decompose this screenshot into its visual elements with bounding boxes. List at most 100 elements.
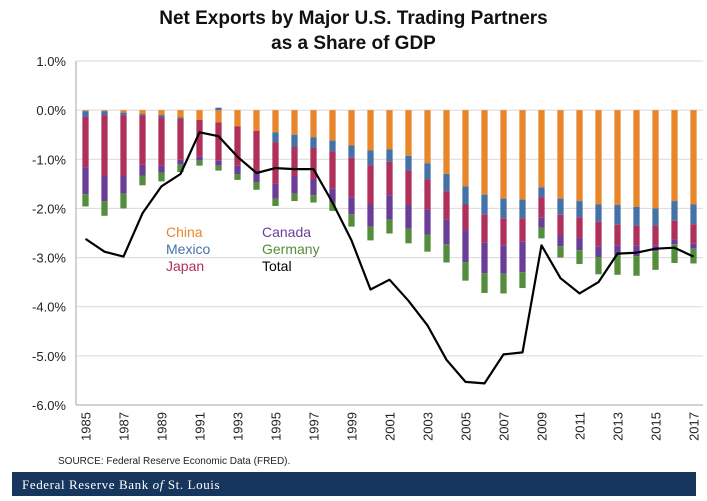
bar-germany-1988 (139, 175, 146, 186)
bar-germany-1996 (291, 193, 298, 202)
bar-japan-2009 (538, 197, 545, 218)
bar-china-2004 (443, 110, 450, 175)
bar-germany-1992 (215, 165, 222, 171)
x-tick-label-1999: 1999 (345, 412, 360, 441)
bar-germany-1990 (177, 164, 184, 173)
bar-japan-2016 (671, 220, 678, 240)
bar-japan-2002 (405, 170, 412, 205)
bar-mexico-1997 (310, 137, 317, 148)
bar-germany-1985 (82, 194, 89, 207)
bar-mexico-2004 (443, 174, 450, 192)
bar-mexico-1998 (329, 140, 336, 152)
bar-germany-1986 (101, 201, 108, 216)
x-tick-label-2013: 2013 (611, 412, 626, 441)
y-axis-tick-labels: 1.0% 0.0% -1.0% -2.0% -3.0% -4.0% -5.0% -6.0% (32, 54, 66, 413)
bar-canada-1988 (139, 164, 146, 176)
bar-mexico-2006 (481, 194, 488, 215)
bar-mexico-1985 (82, 111, 89, 118)
bar-japan-2004 (443, 191, 450, 220)
bar-mexico-2002 (405, 155, 412, 171)
bar-mexico-2012 (595, 204, 602, 222)
x-tick-label-1995: 1995 (269, 412, 284, 441)
bar-china-2006 (481, 110, 488, 195)
x-tick-label-2011: 2011 (573, 412, 588, 440)
bar-germany-1993 (234, 174, 241, 180)
chart-title-line-2: as a Share of GDP (271, 33, 436, 54)
legend-mexico: Mexico (166, 241, 211, 257)
y-tick-label-4: -3.0% (32, 251, 66, 266)
bar-canada-2007 (500, 245, 507, 274)
footer-text-of: of (152, 477, 164, 492)
x-axis-tick-labels: 1985 1987 1989 1991 1993 1995 1997 1999 2001 2003… (79, 412, 702, 441)
bar-japan-1992 (215, 122, 222, 161)
axes (75, 61, 703, 406)
bar-china-2017 (690, 110, 697, 205)
bar-china-1991 (196, 110, 203, 120)
bar-mexico-2007 (500, 198, 507, 219)
bar-japan-2005 (462, 204, 469, 231)
bar-canada-2003 (424, 209, 431, 235)
x-tick-label-2017: 2017 (687, 412, 702, 441)
x-tick-label-1985: 1985 (79, 412, 94, 441)
bar-mexico-2001 (386, 149, 393, 162)
x-tick-label-1991: 1991 (193, 412, 208, 441)
bar-canada-2000 (367, 204, 374, 227)
bar-germany-2012 (595, 257, 602, 275)
bar-mexico-1989 (158, 115, 165, 118)
bar-mexico-2013 (614, 204, 621, 225)
y-tick-label-1: 0.0% (36, 103, 66, 118)
bar-japan-1989 (158, 117, 165, 166)
chart-title-line-1: Net Exports by Major U.S. Trading Partne… (159, 8, 548, 29)
bar-china-2009 (538, 110, 545, 188)
bar-mexico-2014 (633, 206, 640, 226)
bar-canada-1998 (329, 188, 336, 203)
legend-total: Total (262, 258, 292, 274)
y-tick-label-6: -5.0% (32, 349, 66, 364)
bar-mexico-2005 (462, 186, 469, 205)
bar-china-2001 (386, 110, 393, 150)
legend-japan: Japan (166, 258, 204, 274)
bar-canada-2002 (405, 204, 412, 229)
bar-canada-2005 (462, 230, 469, 262)
bar-japan-1997 (310, 147, 317, 179)
bar-germany-2016 (671, 244, 678, 263)
bar-japan-2007 (500, 218, 507, 246)
bar-canada-2006 (481, 242, 488, 274)
bar-japan-2008 (519, 218, 526, 242)
bar-china-2012 (595, 110, 602, 205)
bar-china-1988 (139, 110, 146, 115)
bar-germany-1987 (120, 193, 127, 209)
bar-japan-1996 (291, 147, 298, 177)
chart-title: Net Exports by Major U.S. Trading Partne… (0, 6, 707, 56)
footer-text-part1: Federal Reserve Bank (22, 477, 153, 492)
bar-china-1986 (101, 110, 108, 112)
bar-japan-2014 (633, 225, 640, 246)
bar-china-2005 (462, 110, 469, 187)
bar-canada-1994 (253, 172, 260, 183)
bar-canada-2011 (576, 237, 583, 251)
x-tick-label-2001: 2001 (383, 412, 398, 441)
bar-germany-2000 (367, 226, 374, 241)
bar-japan-1991 (196, 119, 203, 157)
bar-germany-2006 (481, 273, 488, 293)
bar-china-1995 (272, 110, 279, 133)
bar-china-2015 (652, 110, 659, 209)
bar-germany-2014 (633, 256, 640, 276)
bar-japan-1999 (348, 157, 355, 198)
bar-mexico-1988 (139, 114, 146, 116)
bar-canada-1989 (158, 165, 165, 173)
y-tick-label-7: -6.0% (32, 398, 66, 413)
bar-china-2008 (519, 110, 526, 200)
legend-china: China (166, 224, 203, 240)
bar-china-1989 (158, 110, 165, 116)
y-tick-label-3: -2.0% (32, 201, 66, 216)
bar-germany-2011 (576, 250, 583, 264)
y-tick-label-0: 1.0% (36, 54, 66, 69)
bar-canada-1991 (196, 156, 203, 161)
y-tick-label-5: -4.0% (32, 300, 66, 315)
bar-japan-2017 (690, 224, 697, 244)
bar-china-1990 (177, 110, 184, 118)
bar-china-2002 (405, 110, 412, 156)
x-tick-label-1993: 1993 (231, 412, 246, 441)
bar-mexico-2000 (367, 150, 374, 166)
